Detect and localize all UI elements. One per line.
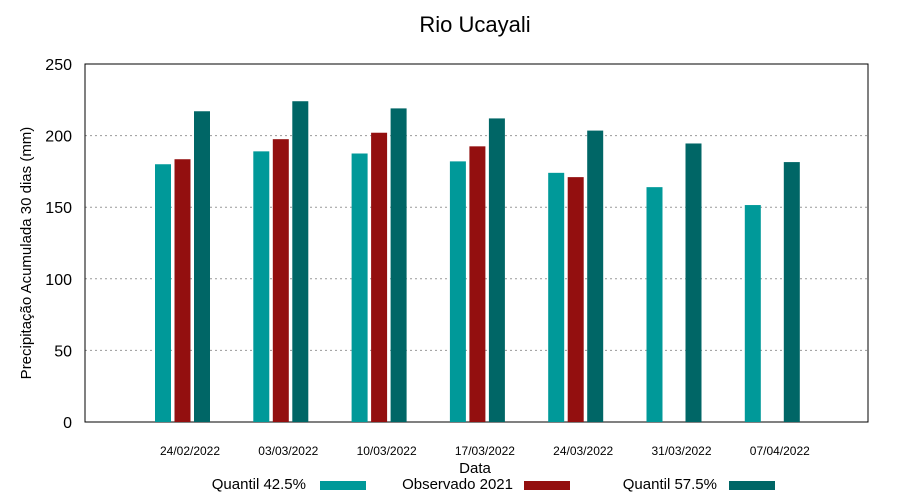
y-tick-label: 150 xyxy=(45,200,72,217)
legend-swatch xyxy=(320,481,366,490)
bar-observado-2021 xyxy=(469,146,486,422)
legend-label: Quantil 42.5% xyxy=(212,476,306,493)
bar-quantil-42-5- xyxy=(449,161,466,422)
bar-quantil-42-5- xyxy=(351,153,368,422)
y-tick-label: 200 xyxy=(45,129,72,146)
bar-quantil-57-5- xyxy=(194,111,210,423)
bar-observado-2021 xyxy=(371,132,388,422)
x-tick-label: 07/04/2022 xyxy=(750,444,810,458)
x-tick-label: 17/03/2022 xyxy=(455,444,515,458)
x-tick-label: 03/03/2022 xyxy=(258,444,318,458)
bar-quantil-57-5- xyxy=(685,143,702,422)
x-tick-label: 24/03/2022 xyxy=(553,444,613,458)
bar-observado-2021 xyxy=(174,159,191,422)
x-tick-label: 31/03/2022 xyxy=(651,444,711,458)
bar-quantil-42-5- xyxy=(646,187,663,422)
x-tick-label: 24/02/2022 xyxy=(160,444,220,458)
legend-swatch xyxy=(729,481,775,490)
bar-observado-2021 xyxy=(272,139,289,422)
legend-label: Observado 2021 xyxy=(402,476,513,493)
y-tick-label: 50 xyxy=(54,343,72,360)
bar-quantil-42-5- xyxy=(253,151,270,423)
bar-quantil-57-5- xyxy=(390,108,407,422)
chart-title: Rio Ucayali xyxy=(419,12,530,37)
bar-quantil-57-5- xyxy=(488,118,505,422)
legend-label: Quantil 57.5% xyxy=(623,476,717,493)
y-tick-label: 100 xyxy=(45,272,72,289)
bar-observado-2021 xyxy=(567,177,584,422)
bar-quantil-57-5- xyxy=(587,130,604,422)
x-tick-label: 10/03/2022 xyxy=(357,444,417,458)
bar-quantil-57-5- xyxy=(783,162,800,423)
y-axis-label: Precipitação Acumulada 30 dias (mm) xyxy=(18,127,35,380)
legend-swatch xyxy=(524,481,570,490)
y-tick-label: 0 xyxy=(63,415,72,432)
bar-quantil-42-5- xyxy=(548,172,565,422)
bar-quantil-42-5- xyxy=(155,164,171,423)
x-axis-label: Data xyxy=(459,460,491,477)
bar-quantil-57-5- xyxy=(292,101,309,423)
bar-quantil-42-5- xyxy=(744,205,761,422)
y-tick-label: 250 xyxy=(45,57,72,74)
